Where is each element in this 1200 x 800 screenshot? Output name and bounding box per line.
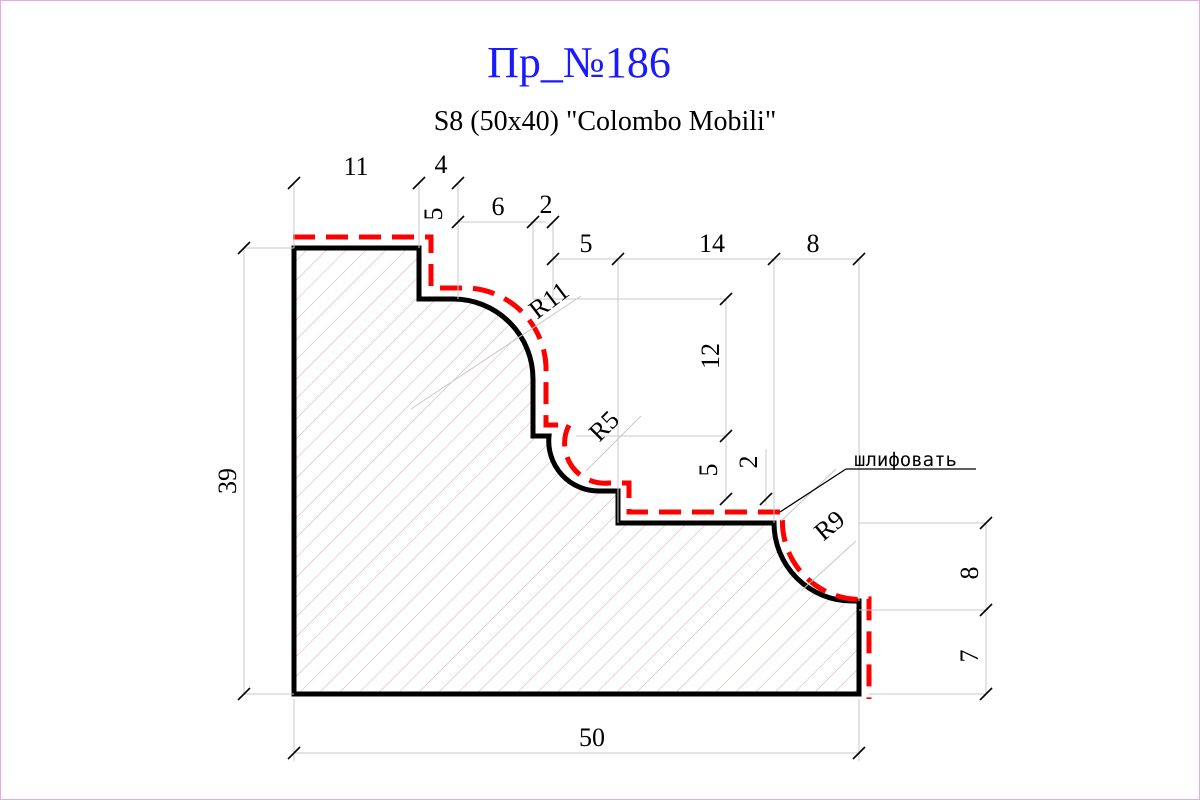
- radius-r5: R5: [583, 405, 625, 447]
- dim-vert-5-top: 5: [419, 208, 448, 221]
- dim-top-4: 4: [435, 150, 448, 179]
- dim-top-11: 11: [343, 152, 368, 181]
- callout-sanding: шлифовать: [854, 449, 957, 471]
- profile-section: [291, 245, 862, 697]
- sanding-line: [293, 234, 872, 699]
- dim-top-6: 6: [492, 192, 505, 221]
- dim-right-8: 8: [955, 567, 984, 580]
- dim-right-7: 7: [955, 650, 984, 663]
- drawing-subtitle: S8 (50x40) "Colombo Mobili": [434, 106, 777, 137]
- extension-lines: [243, 183, 987, 761]
- dim-top-5: 5: [580, 229, 593, 258]
- callout-leader: [779, 468, 847, 513]
- dim-top-2: 2: [540, 190, 553, 219]
- radius-r11: R11: [523, 276, 574, 325]
- dim-vert-2-mid: 2: [734, 456, 763, 469]
- dim-top-8: 8: [807, 229, 820, 258]
- dim-height-39: 39: [213, 468, 242, 494]
- dim-width-50: 50: [579, 723, 605, 752]
- dimension-ticks: [237, 176, 993, 760]
- drawing-title: Пр_№186: [487, 38, 671, 87]
- dim-top-14: 14: [699, 229, 725, 258]
- radius-r9: R9: [809, 505, 851, 547]
- dim-vert-12: 12: [696, 343, 725, 369]
- dim-vert-5-mid: 5: [694, 464, 723, 477]
